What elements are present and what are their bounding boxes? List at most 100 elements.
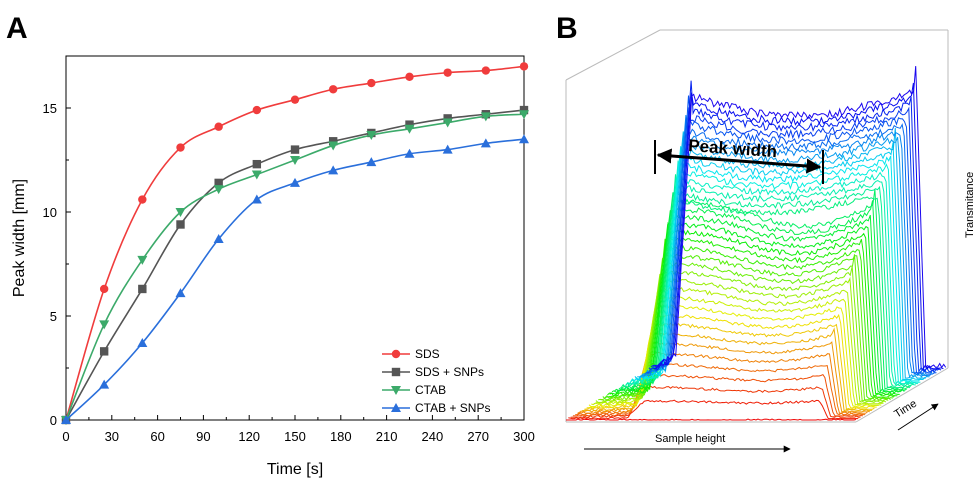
- transmittance-profile-line: [579, 341, 870, 413]
- transmittance-profiles: [566, 66, 947, 421]
- data-point: [251, 194, 262, 204]
- box-frame: [565, 29, 949, 423]
- data-point: [214, 122, 223, 131]
- y-tick-label: 10: [43, 205, 57, 220]
- transmittance-label: Transmitance: [964, 172, 976, 238]
- data-point: [99, 320, 110, 330]
- data-point: [175, 288, 186, 298]
- data-point: [519, 110, 529, 120]
- data-point: [251, 170, 262, 180]
- transmittance-profile-line: [648, 106, 939, 373]
- data-point: [252, 159, 262, 169]
- y-axis: 0 5 10 15: [43, 55, 71, 428]
- legend-label: CTAB: [415, 383, 446, 397]
- data-point: [213, 185, 224, 195]
- x-axis: 0 30 60 90 120 150 180 210 240 270 300: [62, 415, 535, 444]
- transmittance-profile-line: [575, 362, 866, 416]
- y-tick-label: 5: [50, 309, 57, 324]
- transmittance-profile-line: [650, 80, 942, 371]
- transmittance-profile-line: [572, 372, 863, 417]
- transmittance-profile-line: [582, 327, 873, 412]
- series-sds: [61, 62, 529, 425]
- data-point: [519, 134, 529, 144]
- x-tick-label: 90: [196, 429, 210, 444]
- y-axis-title: Peak width [mm]: [11, 179, 28, 297]
- x-tick-label: 240: [422, 429, 444, 444]
- time-label: Time: [892, 398, 919, 421]
- data-point: [138, 195, 147, 204]
- transmittance-profile-line: [609, 224, 900, 396]
- sample-height-label: Sample height: [655, 433, 725, 445]
- panel-a-chart: A 0 30 60 90 120 150 180 210 240 270 300 0 5 10 15 Ti…: [6, 12, 535, 478]
- data-point: [442, 118, 453, 128]
- legend-marker: [391, 403, 401, 412]
- transmittance-profile-line: [643, 117, 935, 376]
- legend-marker: [391, 367, 401, 377]
- data-point: [366, 157, 377, 167]
- transmittance-profile-line: [616, 200, 907, 391]
- legend-item: CTAB + SNPs: [382, 401, 490, 415]
- transmittance-profile-line: [607, 237, 898, 397]
- y-tick-label: 15: [43, 101, 57, 116]
- legend-label: SDS + SNPs: [415, 365, 484, 379]
- panel-a-letter: A: [6, 12, 28, 45]
- data-point: [519, 105, 529, 115]
- data-point: [99, 284, 109, 294]
- data-point: [137, 338, 148, 348]
- data-point: [290, 156, 300, 165]
- transmittance-profile-line: [600, 254, 891, 401]
- transmittance-profile-line: [591, 290, 882, 406]
- legend-label: CTAB + SNPs: [415, 401, 490, 415]
- panel-b-letter: B: [556, 12, 578, 45]
- legend-marker: [391, 349, 401, 359]
- data-point: [480, 112, 491, 122]
- time-arrow: [897, 403, 939, 431]
- panel-b-3d-plot: B Peak width Sample height Time Transmit…: [556, 12, 976, 453]
- transmittance-profile-line: [577, 351, 868, 414]
- data-point: [290, 145, 300, 154]
- data-point: [480, 138, 491, 148]
- data-point: [175, 208, 186, 217]
- transmittance-profile-line: [586, 309, 877, 409]
- transmittance-profile-line: [584, 322, 875, 410]
- transmittance-profile-line: [588, 304, 880, 408]
- transmittance-profile-line: [602, 253, 893, 400]
- transmittance-profile-line: [625, 177, 916, 386]
- x-tick-label: 270: [467, 429, 489, 444]
- data-point: [61, 415, 71, 424]
- transmittance-profile-line: [605, 238, 896, 398]
- x-tick-label: 300: [513, 429, 535, 444]
- data-point: [366, 131, 377, 141]
- data-point: [328, 165, 339, 175]
- transmittance-profile-line: [655, 66, 947, 369]
- x-tick-label: 60: [150, 429, 164, 444]
- x-tick-label: 120: [238, 429, 260, 444]
- data-point: [290, 95, 300, 104]
- data-point: [519, 62, 529, 71]
- data-point: [252, 105, 262, 115]
- transmittance-profile-line: [570, 385, 861, 418]
- legend-item: CTAB: [382, 383, 446, 397]
- data-point: [99, 379, 110, 389]
- data-point: [99, 347, 109, 356]
- x-tick-label: 0: [62, 429, 69, 444]
- series-group: [61, 62, 529, 425]
- data-point: [442, 144, 453, 154]
- data-point: [405, 72, 414, 82]
- legend-marker: [391, 386, 401, 395]
- data-point: [404, 148, 415, 158]
- data-point: [443, 114, 452, 123]
- data-point: [405, 120, 414, 129]
- data-point: [328, 141, 339, 151]
- transmittance-profile-line: [566, 418, 857, 421]
- data-point: [443, 68, 452, 77]
- data-point: [137, 255, 148, 265]
- x-axis-title: Time [s]: [267, 461, 323, 478]
- legend-item: SDS + SNPs: [382, 365, 484, 379]
- y-tick-label: 0: [50, 413, 57, 428]
- legend: SDS SDS + SNPs CTAB CTAB + SNPs: [382, 347, 490, 415]
- data-point: [481, 66, 491, 75]
- data-point: [367, 78, 376, 88]
- transmittance-profile-line: [620, 192, 912, 389]
